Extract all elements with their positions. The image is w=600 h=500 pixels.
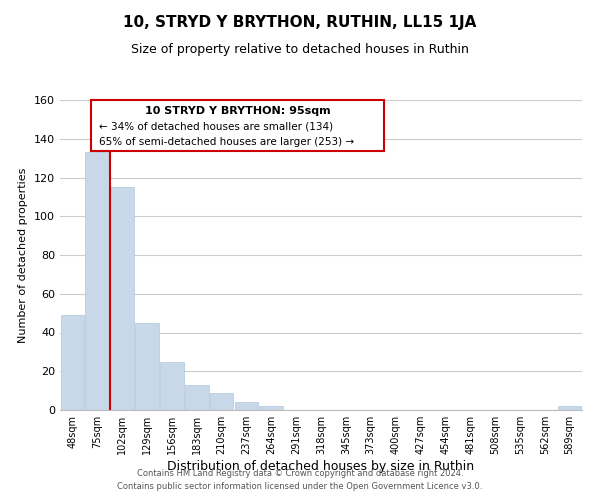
Bar — [160, 362, 184, 410]
Bar — [61, 315, 84, 410]
Text: Contains HM Land Registry data © Crown copyright and database right 2024.: Contains HM Land Registry data © Crown c… — [137, 468, 463, 477]
Bar — [259, 406, 283, 410]
Text: ← 34% of detached houses are smaller (134): ← 34% of detached houses are smaller (13… — [99, 122, 333, 132]
Bar — [235, 402, 258, 410]
FancyBboxPatch shape — [91, 100, 383, 151]
Bar — [110, 187, 134, 410]
Text: 65% of semi-detached houses are larger (253) →: 65% of semi-detached houses are larger (… — [99, 137, 354, 147]
Bar — [135, 323, 159, 410]
Bar — [210, 392, 233, 410]
Text: Size of property relative to detached houses in Ruthin: Size of property relative to detached ho… — [131, 42, 469, 56]
X-axis label: Distribution of detached houses by size in Ruthin: Distribution of detached houses by size … — [167, 460, 475, 473]
Bar — [558, 406, 581, 410]
Bar — [185, 385, 209, 410]
Text: 10 STRYD Y BRYTHON: 95sqm: 10 STRYD Y BRYTHON: 95sqm — [145, 106, 330, 116]
Y-axis label: Number of detached properties: Number of detached properties — [19, 168, 28, 342]
Text: Contains public sector information licensed under the Open Government Licence v3: Contains public sector information licen… — [118, 482, 482, 491]
Text: 10, STRYD Y BRYTHON, RUTHIN, LL15 1JA: 10, STRYD Y BRYTHON, RUTHIN, LL15 1JA — [124, 15, 476, 30]
Bar — [85, 152, 109, 410]
